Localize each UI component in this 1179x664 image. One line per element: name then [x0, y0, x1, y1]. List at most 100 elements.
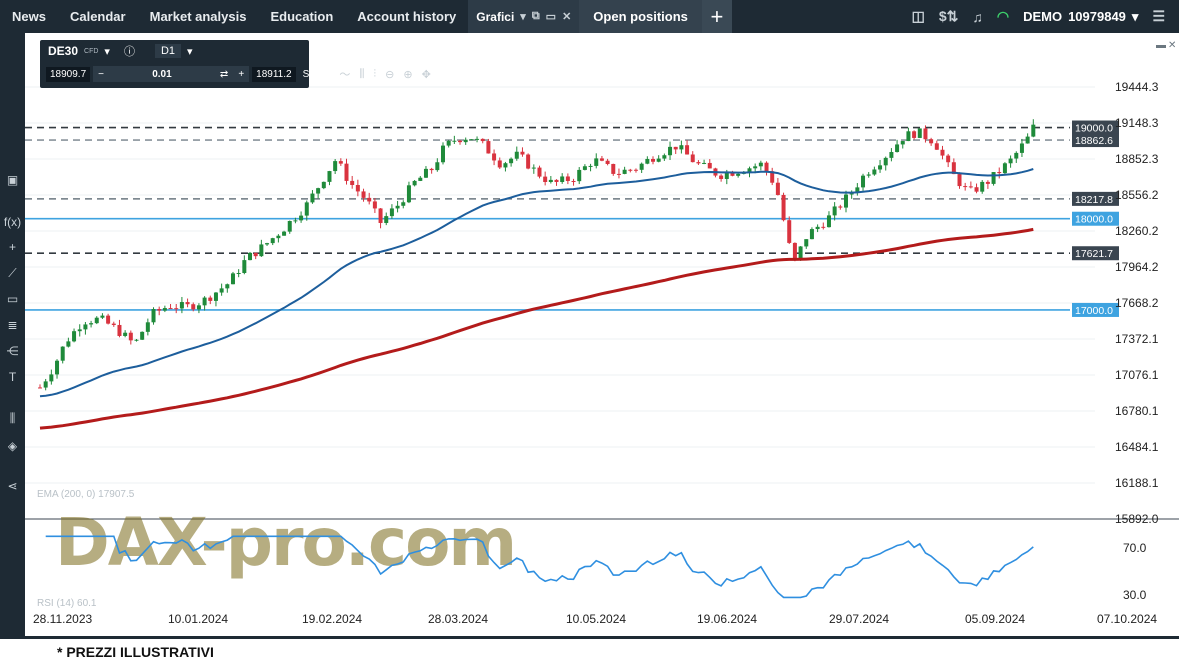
- candle-body: [628, 169, 633, 171]
- candle-body: [321, 181, 326, 189]
- window-close-icon[interactable]: ✕: [1168, 40, 1177, 51]
- candle-body: [395, 205, 400, 209]
- minimize-icon[interactable]: ▭: [545, 11, 557, 23]
- text-tool-icon[interactable]: T: [8, 370, 17, 384]
- date-tick-label: 29.07.2024: [829, 612, 889, 626]
- swap-icon[interactable]: ⇄: [219, 68, 229, 80]
- line-chart-icon[interactable]: 〜: [339, 69, 351, 81]
- candle-body: [651, 158, 656, 162]
- trade-toolbox: DE30 CFD ▾ ⓘ D1 ▾ 18909.7 − 0.01 ⇄ + 189…: [40, 40, 431, 88]
- rectangle-tool-icon[interactable]: ▭: [6, 292, 19, 306]
- candle-body: [378, 208, 383, 223]
- candle-body: [736, 173, 741, 176]
- indicators-icon[interactable]: ⫼: [9, 411, 16, 425]
- move-icon[interactable]: ✥: [421, 68, 431, 81]
- candle-body: [145, 322, 150, 332]
- popout-icon[interactable]: ⧉: [531, 10, 540, 22]
- candle-body: [38, 387, 42, 389]
- sell-price[interactable]: 18909.7: [46, 66, 91, 82]
- account-selector[interactable]: DEMO 10979849 ▾: [1023, 9, 1138, 25]
- candle-body: [49, 374, 54, 382]
- menu-icon[interactable]: ☰: [1152, 8, 1165, 24]
- price-tick-label: 17668.2: [1115, 296, 1159, 310]
- chevron-down-icon[interactable]: ▾: [520, 11, 526, 23]
- quantity-stepper[interactable]: − 0.01 ⇄ +: [93, 66, 250, 82]
- account-number: 10979849: [1068, 9, 1126, 24]
- candle-body: [668, 146, 673, 156]
- timeframe-selector[interactable]: D1: [154, 44, 182, 58]
- window-restore-icon[interactable]: ▬: [1156, 40, 1166, 51]
- candle-body: [1008, 158, 1013, 164]
- tab-calendar[interactable]: Calendar: [58, 0, 138, 33]
- symbol-name[interactable]: DE30: [48, 44, 79, 58]
- sltp-button[interactable]: SL/TP: [302, 68, 331, 80]
- candle-body: [514, 151, 519, 159]
- zoom-out-icon[interactable]: ⊖: [385, 68, 395, 81]
- share-icon[interactable]: ⋖: [7, 479, 18, 493]
- line-tool-icon[interactable]: ⟋: [8, 266, 17, 280]
- crosshair-icon[interactable]: +: [8, 240, 16, 254]
- candle-body: [554, 179, 559, 182]
- candle-body: [991, 172, 996, 184]
- tab-open-positions[interactable]: Open positions: [579, 0, 702, 33]
- currency-icon[interactable]: $⇅: [938, 8, 959, 24]
- add-tab-button[interactable]: +: [701, 0, 732, 33]
- layout-icon[interactable]: ◫: [911, 8, 925, 24]
- bell-icon[interactable]: ♫: [972, 8, 983, 25]
- account-mode: DEMO: [1023, 9, 1063, 24]
- price-tick-label: 19444.3: [1115, 80, 1159, 94]
- chevron-down-icon[interactable]: ▾: [187, 45, 193, 58]
- candle-body: [509, 158, 514, 164]
- candle-body: [140, 331, 145, 340]
- quantity-value[interactable]: 0.01: [152, 68, 172, 80]
- candle-body: [582, 166, 587, 170]
- tab-account-history[interactable]: Account history: [345, 0, 468, 33]
- layers-icon[interactable]: ◈: [7, 439, 18, 453]
- candle-body: [123, 332, 128, 336]
- candle-body: [463, 139, 468, 143]
- candle-body: [89, 323, 94, 325]
- candle-body: [707, 162, 712, 169]
- moving-averages: [39, 168, 1034, 430]
- date-tick-label: 28.03.2024: [428, 612, 488, 626]
- fibonacci-tool-icon[interactable]: ≣: [7, 318, 18, 332]
- date-tick-label: 19.02.2024: [302, 612, 362, 626]
- bars-icon[interactable]: ⫶: [373, 67, 377, 80]
- close-icon[interactable]: ✕: [562, 11, 572, 23]
- tab-news[interactable]: News: [0, 0, 58, 33]
- candle-body: [633, 169, 638, 171]
- screen-icon[interactable]: ▣: [6, 173, 19, 187]
- decrease-button[interactable]: −: [98, 68, 104, 80]
- candle-body: [934, 143, 939, 150]
- candle-body: [480, 138, 485, 142]
- candle-body: [179, 302, 184, 309]
- candle-body: [753, 166, 758, 169]
- info-icon[interactable]: ⓘ: [123, 46, 135, 58]
- tab-market-analysis[interactable]: Market analysis: [138, 0, 259, 33]
- tab-education[interactable]: Education: [258, 0, 345, 33]
- candle-body: [185, 302, 190, 305]
- function-icon[interactable]: f(x): [3, 215, 22, 229]
- chevron-down-icon[interactable]: ▾: [104, 45, 110, 58]
- candle-body: [43, 381, 48, 388]
- candle-body: [747, 168, 752, 173]
- candle-body: [316, 188, 321, 194]
- candle-body: [100, 315, 105, 318]
- candle-body: [401, 202, 406, 206]
- candles-icon[interactable]: ⫼: [359, 67, 365, 80]
- price-tick-label: 18852.3: [1115, 152, 1159, 166]
- tab-charts[interactable]: Grafici ▾ ⧉ ▭ ✕: [468, 0, 580, 33]
- candle-body: [446, 140, 451, 146]
- level-label-box: [1072, 246, 1119, 261]
- pitchfork-tool-icon[interactable]: ⋲: [6, 344, 19, 358]
- date-tick-label: 10.05.2024: [566, 612, 626, 626]
- increase-button[interactable]: +: [238, 68, 245, 80]
- date-tick-label: 10.01.2024: [168, 612, 228, 626]
- indicator-legend: EMA (200, 0) 17907.5 RSI (14) 60.1: [37, 489, 135, 609]
- zoom-in-icon[interactable]: ⊕: [403, 68, 413, 81]
- buy-price[interactable]: 18911.2: [252, 66, 296, 82]
- candle-body: [259, 244, 264, 257]
- level-label: 18217.8: [1075, 194, 1113, 206]
- candle-body: [656, 158, 661, 162]
